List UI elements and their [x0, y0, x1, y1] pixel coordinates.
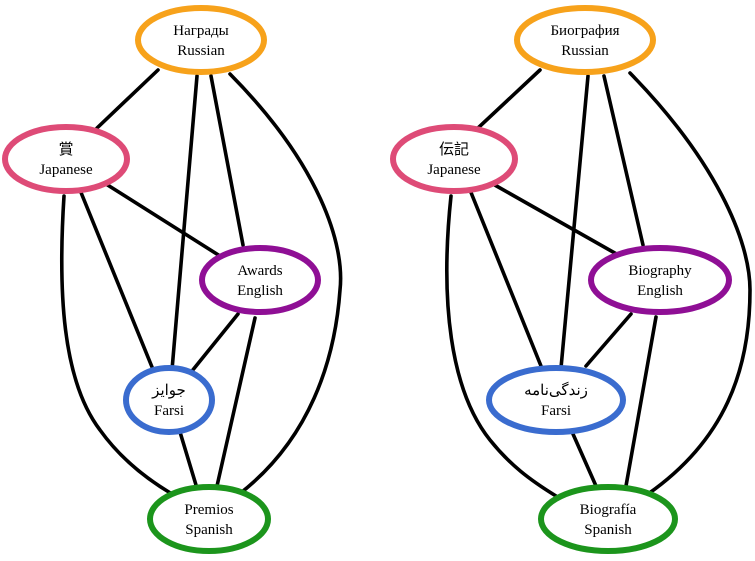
edge-english-spanish: [624, 315, 658, 488]
edge-russian-english: [209, 74, 245, 247]
edge-russian-spanish: [228, 72, 343, 497]
node-farsi[interactable]: جوایز Farsi: [123, 365, 215, 435]
node-russian-ellipse: [135, 5, 267, 75]
node-russian-word: Биография: [550, 23, 619, 39]
node-russian-lang: Russian: [561, 43, 609, 59]
node-japanese[interactable]: 伝記 Japanese: [390, 124, 518, 194]
edge-japanese-farsi: [78, 188, 154, 369]
graph-awards: Награды Russian 賞 Japanese Awards Englis…: [2, 5, 343, 554]
node-spanish-ellipse: [538, 484, 678, 554]
node-spanish-lang: Spanish: [185, 522, 233, 538]
node-farsi-lang: Farsi: [154, 403, 184, 419]
edge-russian-japanese: [95, 68, 160, 130]
node-spanish[interactable]: Premios Spanish: [147, 484, 271, 554]
node-english[interactable]: Biography English: [588, 245, 732, 315]
edge-english-farsi: [190, 312, 240, 373]
edge-russian-english: [602, 74, 645, 247]
edge-russian-spanish: [628, 71, 752, 496]
edge-japanese-spanish: [445, 194, 558, 498]
edge-japanese-english: [491, 182, 622, 258]
node-spanish-lang: Spanish: [584, 522, 632, 538]
node-spanish-ellipse: [147, 484, 271, 554]
node-farsi-word: زندگی‌نامه: [524, 381, 588, 399]
edge-japanese-spanish: [59, 194, 174, 496]
edge-russian-farsi: [559, 74, 590, 370]
edge-farsi-spanish: [178, 430, 198, 487]
edge-farsi-spanish: [571, 432, 598, 488]
node-farsi-word: جوایز: [151, 383, 186, 399]
node-spanish-word: Premios: [184, 502, 233, 518]
node-russian-lang: Russian: [177, 43, 225, 59]
node-farsi-lang: Farsi: [541, 403, 571, 419]
graph-biography: Биография Russian 伝記 Japanese Biography …: [390, 5, 752, 554]
node-english-lang: English: [237, 283, 283, 299]
edge-russian-japanese: [476, 68, 542, 130]
node-japanese-ellipse: [2, 124, 130, 194]
node-russian-word: Награды: [173, 23, 229, 39]
node-japanese-ellipse: [390, 124, 518, 194]
node-english-word: Biography: [628, 263, 692, 279]
node-farsi-ellipse: [486, 365, 626, 435]
node-japanese-word: 伝記: [439, 141, 469, 158]
node-english[interactable]: Awards English: [199, 245, 321, 315]
node-english-lang: English: [637, 283, 683, 299]
edges: [445, 68, 752, 498]
edges: [59, 68, 343, 497]
node-english-ellipse: [588, 245, 732, 315]
node-spanish[interactable]: Biografía Spanish: [538, 484, 678, 554]
node-farsi-ellipse: [123, 365, 215, 435]
edge-japanese-farsi: [468, 188, 543, 368]
node-russian[interactable]: Биография Russian: [514, 5, 656, 75]
node-japanese[interactable]: 賞 Japanese: [2, 124, 130, 194]
node-russian[interactable]: Награды Russian: [135, 5, 267, 75]
node-english-ellipse: [199, 245, 321, 315]
node-spanish-word: Biografía: [580, 502, 637, 518]
edge-russian-farsi: [170, 74, 199, 372]
edge-english-farsi: [584, 312, 633, 368]
edge-english-spanish: [215, 316, 257, 488]
node-japanese-lang: Japanese: [39, 162, 93, 178]
edge-japanese-english: [104, 182, 222, 258]
node-english-word: Awards: [237, 263, 282, 279]
node-japanese-lang: Japanese: [427, 162, 481, 178]
node-farsi[interactable]: زندگی‌نامه Farsi: [486, 365, 626, 435]
node-japanese-word: 賞: [58, 141, 73, 158]
node-russian-ellipse: [514, 5, 656, 75]
